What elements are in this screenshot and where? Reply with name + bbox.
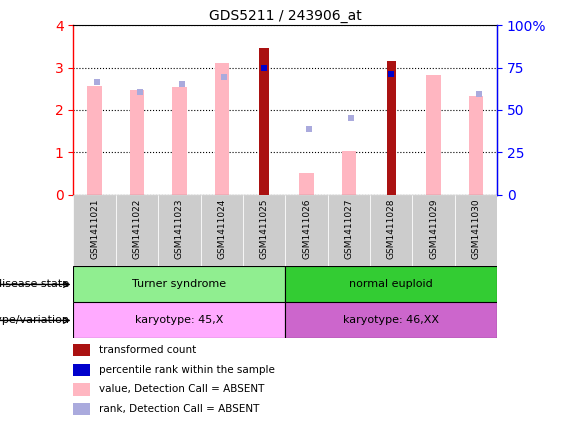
Bar: [73, 363, 90, 376]
Text: GSM1411030: GSM1411030: [472, 198, 480, 259]
Text: percentile rank within the sample: percentile rank within the sample: [99, 365, 275, 375]
Text: transformed count: transformed count: [99, 345, 196, 355]
Bar: [116, 195, 158, 266]
Text: GSM1411023: GSM1411023: [175, 198, 184, 259]
Bar: [73, 403, 90, 415]
Bar: [370, 195, 412, 266]
Text: GSM1411029: GSM1411029: [429, 198, 438, 259]
Bar: [73, 195, 116, 266]
Text: value, Detection Call = ABSENT: value, Detection Call = ABSENT: [99, 385, 264, 394]
Bar: [73, 383, 90, 396]
Bar: [158, 195, 201, 266]
Bar: [130, 90, 144, 195]
Text: GSM1411021: GSM1411021: [90, 198, 99, 259]
Text: rank, Detection Call = ABSENT: rank, Detection Call = ABSENT: [99, 404, 259, 414]
Text: GSM1411027: GSM1411027: [345, 198, 353, 259]
Bar: [455, 195, 497, 266]
Text: genotype/variation: genotype/variation: [0, 316, 69, 325]
Bar: [427, 75, 441, 195]
Text: karyotype: 46,XX: karyotype: 46,XX: [344, 316, 439, 325]
Bar: [243, 195, 285, 266]
Bar: [172, 87, 186, 195]
Bar: [342, 151, 356, 195]
Bar: [386, 61, 396, 195]
Bar: [285, 302, 497, 338]
Bar: [73, 344, 90, 356]
Text: Turner syndrome: Turner syndrome: [132, 280, 227, 289]
Text: GSM1411025: GSM1411025: [260, 198, 268, 259]
Text: GSM1411026: GSM1411026: [302, 198, 311, 259]
Bar: [73, 302, 285, 338]
Text: normal euploid: normal euploid: [349, 280, 433, 289]
Bar: [285, 266, 497, 302]
Bar: [88, 86, 102, 195]
Title: GDS5211 / 243906_at: GDS5211 / 243906_at: [209, 9, 362, 23]
Bar: [328, 195, 370, 266]
Bar: [73, 266, 285, 302]
Text: GSM1411028: GSM1411028: [387, 198, 396, 259]
Bar: [259, 48, 269, 195]
Bar: [285, 195, 328, 266]
Bar: [412, 195, 455, 266]
Bar: [299, 173, 314, 195]
Text: karyotype: 45,X: karyotype: 45,X: [135, 316, 224, 325]
Bar: [201, 195, 243, 266]
Text: GSM1411024: GSM1411024: [218, 198, 226, 258]
Bar: [469, 96, 483, 195]
Bar: [215, 63, 229, 195]
Text: disease state: disease state: [0, 280, 69, 289]
Text: GSM1411022: GSM1411022: [133, 198, 141, 258]
